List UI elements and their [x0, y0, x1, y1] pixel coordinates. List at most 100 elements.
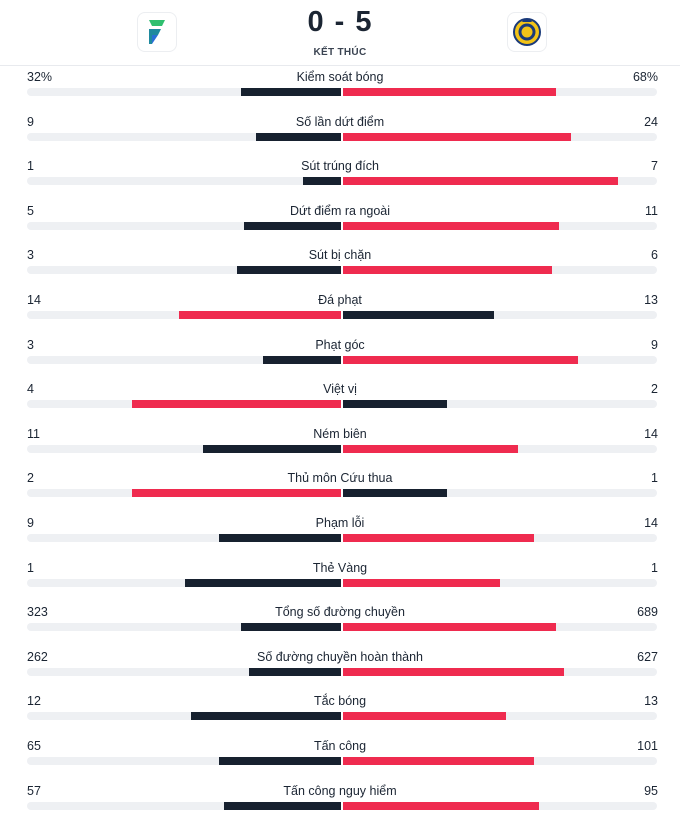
home-stat-value: 12 [27, 694, 41, 709]
home-stat-track [27, 444, 342, 453]
away-stat-bar [342, 533, 534, 542]
stat-label: Phạm lỗi [315, 515, 365, 530]
home-team-logo[interactable] [137, 12, 177, 52]
bar-center-divider [341, 622, 343, 633]
away-stat-bar [342, 177, 618, 186]
stat-label: Thẻ Vàng [312, 560, 368, 575]
bar-center-divider [341, 176, 343, 187]
home-stat-value: 57 [27, 783, 41, 798]
away-stat-bar [342, 578, 500, 587]
away-stat-value: 14 [644, 426, 658, 441]
bar-center-divider [341, 666, 343, 677]
home-stat-value: 262 [27, 649, 48, 664]
home-stat-value: 4 [27, 382, 34, 397]
stat-label: Tấn công nguy hiểm [283, 783, 397, 798]
away-stat-bar [342, 310, 494, 319]
away-stat-bar [342, 132, 572, 141]
away-stat-track [342, 266, 657, 275]
home-stat-track [27, 310, 342, 319]
home-stat-value: 65 [27, 738, 41, 753]
away-stat-track [342, 801, 657, 810]
home-stat-bar [218, 533, 342, 542]
away-stat-value: 13 [644, 694, 658, 709]
away-score: 5 [355, 6, 373, 38]
bar-center-divider [341, 131, 343, 142]
home-stat-track [27, 221, 342, 230]
bar-center-divider [341, 532, 343, 543]
away-stat-bar [342, 756, 534, 765]
home-stat-bar [249, 667, 342, 676]
home-stat-track [27, 801, 342, 810]
stat-label: Số lần dứt điểm [295, 114, 385, 129]
home-stat-track [27, 132, 342, 141]
stat-row: 11 Ném biên 14 [0, 425, 680, 470]
stat-label: Phạt góc [315, 337, 365, 352]
away-stat-track [342, 489, 657, 498]
bar-center-divider [341, 265, 343, 276]
home-stat-bar [241, 623, 342, 632]
match-header: 0-5 KẾT THÚC [0, 0, 680, 66]
bar-center-divider [341, 87, 343, 97]
stat-label: Thủ môn Cứu thua [287, 471, 393, 486]
stat-label: Tổng số đường chuyền [275, 605, 405, 620]
stat-row: 4 Việt vị 2 [0, 380, 680, 425]
home-score: 0 [307, 6, 325, 38]
match-status: KẾT THÚC [313, 47, 367, 58]
home-stat-bar [190, 712, 342, 721]
stat-label: Tắc bóng [313, 694, 367, 709]
home-stat-value: 14 [27, 292, 41, 307]
home-stat-value: 1 [27, 560, 34, 575]
home-stat-bar [256, 132, 342, 141]
away-stat-track [342, 355, 657, 364]
away-stat-bar [342, 489, 447, 498]
away-stat-bar [342, 266, 552, 275]
away-stat-bar [342, 801, 539, 810]
home-stat-bar [132, 400, 342, 409]
home-stat-track [27, 355, 342, 364]
stat-label: Kiểm soát bóng [296, 70, 384, 84]
home-stat-track [27, 400, 342, 409]
away-stat-value: 627 [637, 649, 658, 664]
stat-label: Tấn công [313, 738, 367, 753]
away-stat-value: 7 [651, 159, 658, 174]
away-stat-value: 68% [632, 70, 658, 84]
home-stat-bar [218, 756, 342, 765]
away-stat-track [342, 667, 657, 676]
home-stat-value: 9 [27, 515, 34, 530]
stat-row: 1 Thẻ Vàng 1 [0, 559, 680, 604]
stat-row: 262 Số đường chuyền hoàn thành 627 [0, 648, 680, 693]
away-stat-track [342, 756, 657, 765]
away-stat-value: 9 [651, 337, 658, 352]
stat-label: Sút trúng đích [301, 159, 379, 174]
home-stat-bar [263, 355, 342, 364]
away-stat-track [342, 623, 657, 632]
away-stat-value: 24 [644, 114, 658, 129]
stat-row: 14 Đá phạt 13 [0, 291, 680, 336]
away-stat-value: 14 [644, 515, 658, 530]
fortuna-f-logo-icon [149, 20, 165, 44]
home-stat-track [27, 177, 342, 186]
score-separator: - [334, 6, 346, 38]
away-stat-track [342, 88, 657, 96]
stat-row: 323 Tổng số đường chuyền 689 [0, 603, 680, 648]
home-stat-track [27, 623, 342, 632]
away-stat-track [342, 310, 657, 319]
home-stat-bar [203, 444, 342, 453]
stat-label: Đá phạt [318, 292, 362, 307]
away-stat-value: 1 [651, 471, 658, 486]
away-team-logo[interactable] [507, 12, 547, 52]
stat-label: Việt vị [323, 382, 357, 397]
home-stat-value: 3 [27, 248, 34, 263]
stat-label: Sút bị chặn [308, 248, 372, 263]
away-stat-value: 95 [644, 783, 658, 798]
away-stat-value: 1 [651, 560, 658, 575]
home-stat-bar [237, 266, 342, 275]
stat-row: 3 Sút bị chặn 6 [0, 246, 680, 291]
away-stat-track [342, 533, 657, 542]
bar-center-divider [341, 220, 343, 231]
bar-center-divider [341, 755, 343, 766]
stat-row: 32% Kiểm soát bóng 68% [0, 68, 680, 113]
home-stat-track [27, 266, 342, 275]
away-stat-value: 101 [637, 738, 658, 753]
away-stat-value: 13 [644, 292, 658, 307]
